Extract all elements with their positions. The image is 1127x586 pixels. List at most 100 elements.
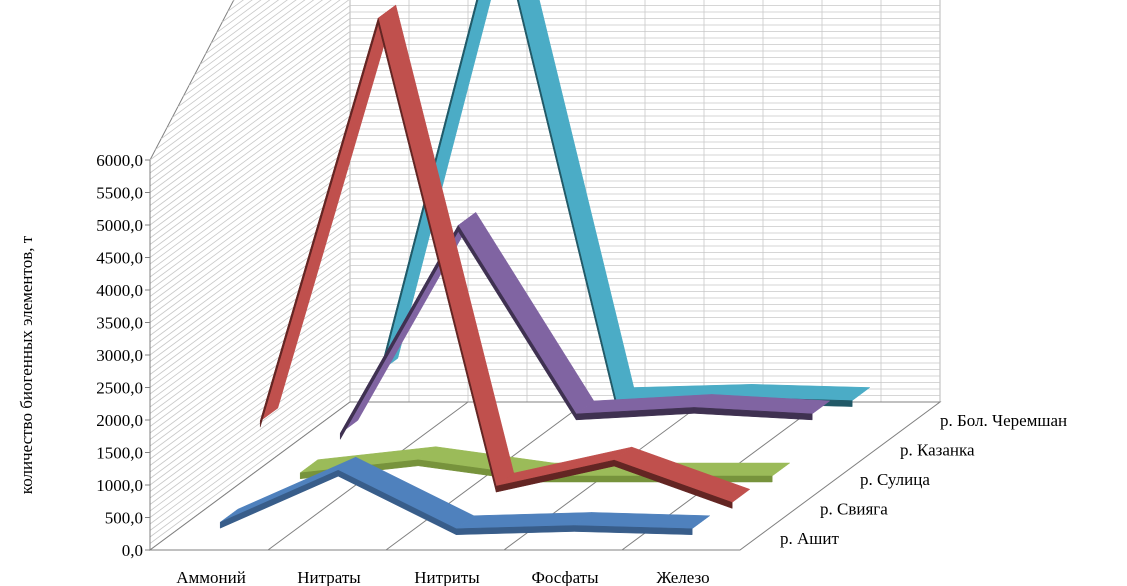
x-axis-tick-labels: Аммоний Нитраты Нитриты Фосфаты Железо xyxy=(176,568,709,586)
gridline xyxy=(149,83,351,232)
gridline xyxy=(149,135,351,284)
y-tick-label: 500,0 xyxy=(105,509,143,528)
floor-gridline xyxy=(385,401,587,551)
gridline xyxy=(149,349,351,499)
gridline xyxy=(149,102,351,252)
gridline xyxy=(149,11,351,161)
gridline xyxy=(149,115,351,265)
gridline xyxy=(149,310,351,460)
series-axis-labels: р. Ашит р. Свияга р. Сулица р. Казанка р. Бо… xyxy=(780,411,1067,548)
gridline xyxy=(166,0,341,129)
x-tick-label: Нитриты xyxy=(414,568,480,586)
gridline xyxy=(149,128,351,278)
series-segment-side xyxy=(693,407,813,421)
gridline xyxy=(149,356,351,505)
y-tick-label: 2500,0 xyxy=(96,379,143,398)
gridline xyxy=(149,44,351,193)
gridline xyxy=(149,200,351,349)
gridline xyxy=(149,193,351,343)
gridline xyxy=(149,395,351,544)
y-axis-tick-labels: 0,0 500,0 1000,0 1500,0 2000,0 2500,0 3000,0 35… xyxy=(96,151,143,560)
gridline xyxy=(149,63,351,213)
gridline xyxy=(177,0,323,108)
gridline xyxy=(149,70,351,219)
gridline xyxy=(199,0,288,65)
gridline xyxy=(149,167,351,317)
gridline xyxy=(149,122,351,271)
gridline xyxy=(149,141,351,291)
gridline xyxy=(149,317,351,466)
gridline xyxy=(149,265,351,414)
y-tick-label: 5000,0 xyxy=(96,216,143,235)
gridline xyxy=(216,0,262,33)
y-tick-label: 5500,0 xyxy=(96,184,143,203)
gridline xyxy=(149,109,351,258)
gridline xyxy=(149,31,351,180)
gridline xyxy=(149,161,351,310)
series-axis-label: р. Свияга xyxy=(820,500,888,519)
chart-series xyxy=(219,0,871,536)
gridline xyxy=(149,330,351,479)
series-axis-label: р. Казанка xyxy=(900,440,975,459)
gridline xyxy=(149,336,351,486)
gridline xyxy=(149,258,351,408)
gridline xyxy=(149,154,351,304)
y-tick-label: 1000,0 xyxy=(96,476,143,495)
gridline xyxy=(149,174,351,323)
gridline xyxy=(149,382,351,531)
series-axis-label: р. Бол. Черемшан xyxy=(940,411,1067,430)
y-tick-label: 4000,0 xyxy=(96,281,143,300)
gridline xyxy=(149,362,351,512)
gridline xyxy=(149,76,351,226)
series-axis-label: р. Ашит xyxy=(780,529,839,548)
gridline xyxy=(149,388,351,538)
gridline xyxy=(149,50,351,200)
y-tick-label: 1500,0 xyxy=(96,444,143,463)
gridline xyxy=(171,0,332,118)
gridline xyxy=(149,375,351,525)
gridline xyxy=(194,0,297,76)
gridline xyxy=(205,0,280,55)
gridline xyxy=(149,187,351,336)
gridline xyxy=(149,304,351,453)
gridline xyxy=(149,24,351,174)
gridline xyxy=(149,284,351,434)
gridline xyxy=(183,0,315,97)
gridline xyxy=(149,18,351,167)
gridline xyxy=(149,291,351,440)
x-tick-label: Железо xyxy=(656,568,709,586)
y-tick-label: 3500,0 xyxy=(96,314,143,333)
gridline xyxy=(149,252,351,401)
gridline xyxy=(149,323,351,473)
gridline xyxy=(155,5,351,150)
x-tick-label: Аммоний xyxy=(176,568,246,586)
x-tick-label: Фосфаты xyxy=(531,568,599,586)
y-tick-label: 3000,0 xyxy=(96,346,143,365)
series-ribbon xyxy=(259,4,751,509)
gridline xyxy=(210,0,271,44)
y-tick-label: 0,0 xyxy=(122,541,143,560)
gridline xyxy=(149,369,351,518)
gridline xyxy=(149,271,351,421)
gridline xyxy=(188,0,306,87)
gridline xyxy=(149,57,351,206)
gridline xyxy=(149,180,351,330)
series-axis-label: р. Сулица xyxy=(860,470,930,489)
gridline xyxy=(149,89,351,239)
x-tick-label: Нитраты xyxy=(297,568,361,586)
gridline xyxy=(149,37,351,187)
y-axis-label: количество биогенных элементов, т xyxy=(17,235,36,494)
y-tick-label: 6000,0 xyxy=(96,151,143,170)
gridline xyxy=(149,297,351,447)
series-segment-side xyxy=(613,459,733,509)
y-tick-label: 4500,0 xyxy=(96,249,143,268)
gridline xyxy=(149,148,351,297)
gridline xyxy=(221,0,253,23)
gridline xyxy=(149,96,351,245)
gridline xyxy=(160,0,350,140)
series-ribbon xyxy=(219,456,711,536)
gridline xyxy=(149,278,351,427)
series-segment-side xyxy=(573,525,693,535)
y-tick-label: 2000,0 xyxy=(96,411,143,430)
